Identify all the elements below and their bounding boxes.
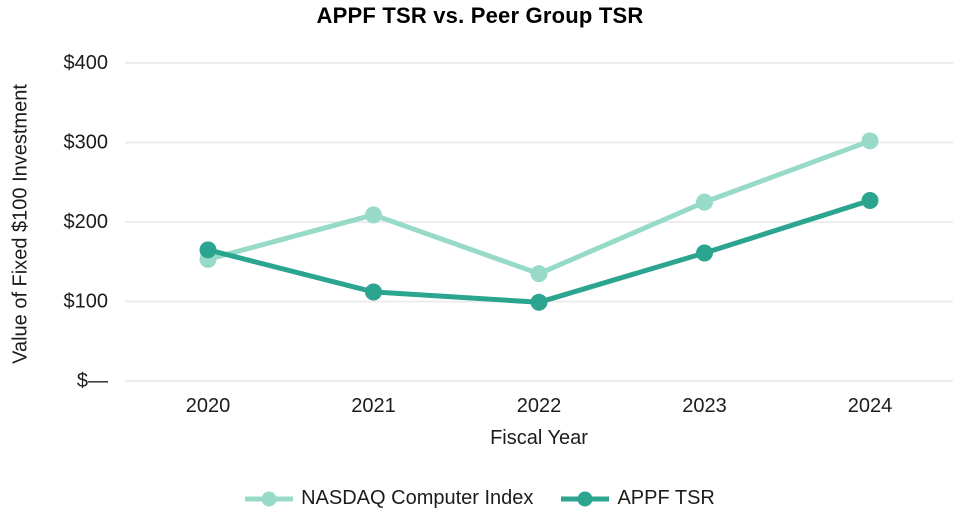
data-point-nasdaq-computer-index-2021 <box>365 206 382 224</box>
x-tick-label: 2020 <box>186 395 231 417</box>
series-line-nasdaq-computer-index <box>205 138 873 277</box>
data-point-appf-tsr-2023 <box>696 244 713 262</box>
y-tick-label: $200 <box>64 211 109 233</box>
series-line-appf-tsr <box>205 198 873 305</box>
plot-area: $400 $300 $200 $100 $— 2020 2021 2022 2023 2024 <box>64 52 953 417</box>
legend-item-appf-tsr: APPF TSR <box>561 487 715 510</box>
y-tick-label: $300 <box>64 132 109 154</box>
data-point-appf-tsr-2020 <box>199 241 217 259</box>
data-point-nasdaq-computer-index-2024 <box>861 132 879 150</box>
legend-item-nasdaq-computer-index: NASDAQ Computer Index <box>245 487 533 510</box>
x-tick-label: 2023 <box>682 395 727 417</box>
x-tick-label: 2024 <box>848 395 893 417</box>
legend-label-nasdaq-computer-index: NASDAQ Computer Index <box>301 487 534 509</box>
chart-title: APPF TSR vs. Peer Group TSR <box>316 3 644 28</box>
x-tick-label: 2021 <box>351 395 396 417</box>
nasdaq-line-marker-icon <box>245 491 294 506</box>
data-point-appf-tsr-2022 <box>530 293 548 311</box>
y-tick-label: $400 <box>64 52 109 74</box>
y-tick-label: $— <box>77 370 108 392</box>
y-tick-label: $100 <box>64 291 109 313</box>
x-tick-label: 2022 <box>517 395 562 417</box>
legend-label-appf-tsr: APPF TSR <box>617 487 715 509</box>
appf-line-marker-icon <box>561 491 610 506</box>
x-axis-title: Fiscal Year <box>490 427 588 449</box>
data-point-appf-tsr-2021 <box>365 283 382 301</box>
legend: NASDAQ Computer Index APPF TSR <box>0 487 960 510</box>
data-point-nasdaq-computer-index-2023 <box>696 193 713 211</box>
data-point-appf-tsr-2024 <box>861 192 879 210</box>
data-point-nasdaq-computer-index-2022 <box>530 265 548 283</box>
